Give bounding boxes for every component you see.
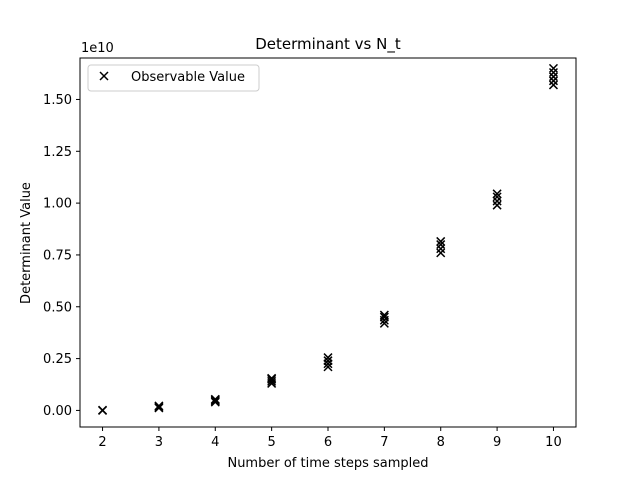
x-tick-label: 5 xyxy=(267,435,275,450)
legend: Observable Value xyxy=(87,64,260,92)
x-axis-label: Number of time steps sampled xyxy=(227,456,428,471)
chart-title: Determinant vs N_t xyxy=(255,35,401,54)
data-point-x-marker xyxy=(154,403,164,413)
x-tick-label: 3 xyxy=(155,435,163,450)
legend-marker-x-icon xyxy=(99,71,109,81)
legend-label: Observable Value xyxy=(131,70,245,85)
data-point-x-marker xyxy=(548,67,558,78)
data-point-x-marker xyxy=(548,72,558,82)
data-point-x-marker xyxy=(210,394,220,404)
x-tick-label: 7 xyxy=(380,435,388,450)
data-point-x-marker xyxy=(154,401,164,411)
data-point-x-marker xyxy=(436,248,446,258)
y-axis-multiplier: 1e10 xyxy=(81,41,114,56)
data-point-x-marker xyxy=(492,200,502,210)
y-tick-label: 1.25 xyxy=(43,145,72,160)
data-point-x-marker xyxy=(548,63,558,73)
y-axis-label: Determinant Value xyxy=(19,182,34,304)
data-point-x-marker xyxy=(492,189,502,199)
legend-box xyxy=(87,64,260,92)
plot-area-frame xyxy=(79,57,577,428)
data-point-x-marker xyxy=(379,312,389,322)
x-tick-label: 4 xyxy=(211,435,219,450)
y-tick-label: 1.00 xyxy=(43,197,72,212)
data-point-x-marker xyxy=(436,236,446,246)
data-point-x-marker xyxy=(267,373,277,383)
y-tick-label: 0.75 xyxy=(43,248,72,263)
data-point-x-marker xyxy=(436,244,446,254)
y-tick-label: 1.50 xyxy=(43,93,72,108)
axis-ticks: 2 3 4 5 6 7 8 9 10 0.00 0.25 0.50 0.75 1.00 1.25 1.50 xyxy=(43,93,562,450)
data-point-x-marker xyxy=(379,310,389,320)
data-point-x-marker xyxy=(267,376,277,386)
y-tick-label: 0.00 xyxy=(43,404,72,419)
data-point-x-marker xyxy=(548,76,558,86)
x-tick-label: 9 xyxy=(493,435,501,450)
x-tick-label: 10 xyxy=(545,435,562,450)
data-point-x-marker xyxy=(436,240,446,250)
data-point-x-marker xyxy=(548,80,558,90)
data-point-x-marker xyxy=(323,356,333,366)
data-point-x-marker xyxy=(323,353,333,363)
x-tick-label: 6 xyxy=(324,435,332,450)
data-point-x-marker xyxy=(492,192,502,202)
x-tick-label: 8 xyxy=(437,435,445,450)
data-point-x-marker xyxy=(492,196,502,206)
x-tick-label: 2 xyxy=(98,435,106,450)
y-tick-label: 0.50 xyxy=(43,300,72,315)
data-point-x-marker xyxy=(98,405,108,415)
data-points xyxy=(98,63,558,415)
y-tick-label: 0.25 xyxy=(43,352,72,367)
